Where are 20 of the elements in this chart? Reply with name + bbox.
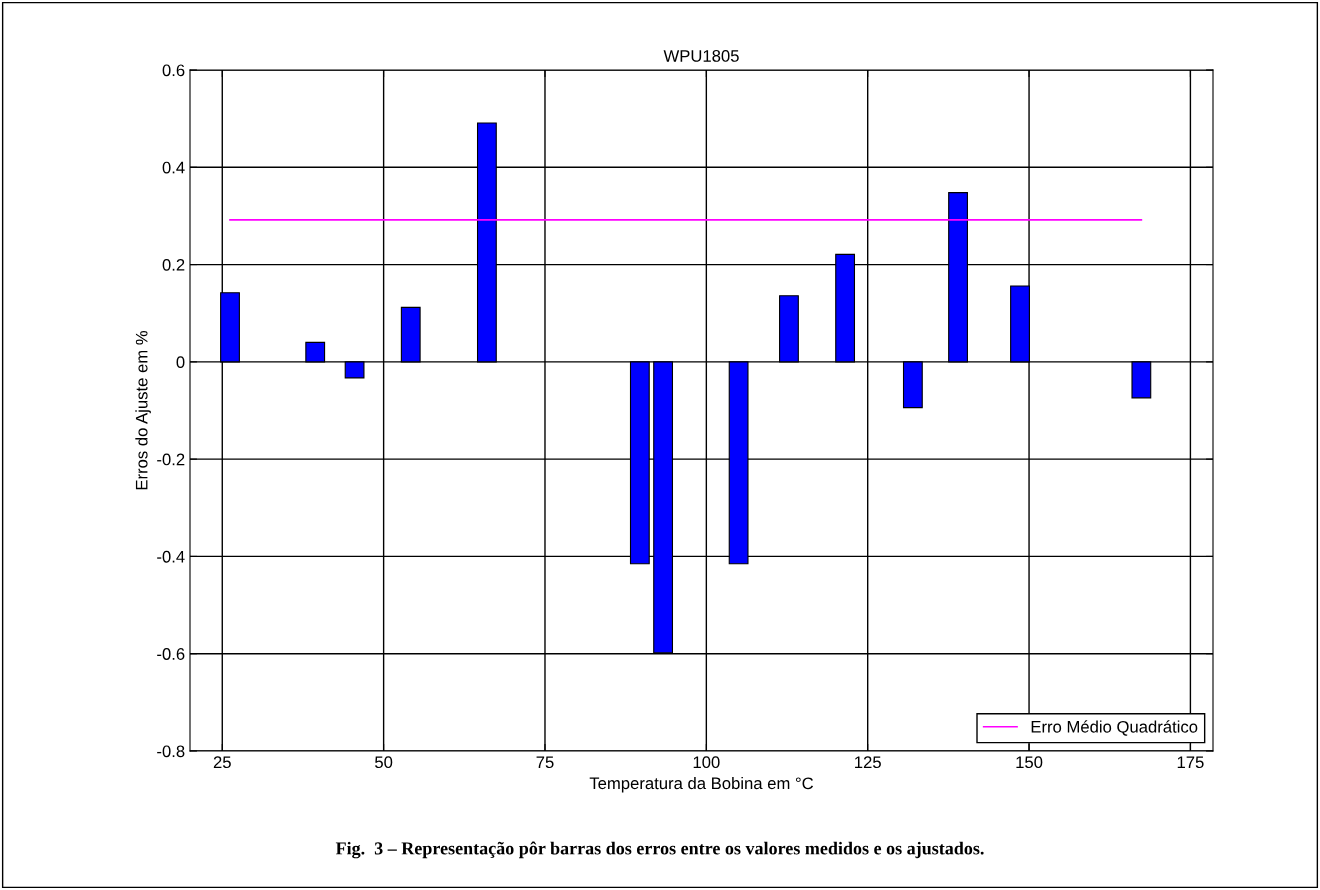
x-tick-label: 50 [375,756,393,769]
chart-title: WPU1805 [663,50,739,62]
legend-label: Erro Médio Quadrático [1031,720,1198,736]
x-tick-label: 25 [213,756,231,769]
x-tick-label: 100 [693,756,720,769]
x-tick-label: 75 [536,756,554,769]
y-tick-label: 0.2 [162,258,185,271]
x-tick-label: 150 [1016,756,1043,769]
caption: Fig. 3 – Representação pôr barras dos erros entre os valores medidos e os ajustados. [335,841,984,859]
x-axis-title: Temperatura da Bobina em °C [589,776,814,793]
y-tick-label: -0.2 [157,453,185,466]
x-tick-label: 125 [855,756,881,769]
x-tick-label: 175 [1177,756,1204,769]
y-tick-label: -0.4 [157,550,185,563]
y-tick-label: -0.6 [157,648,185,660]
y-tick-label: -0.8 [157,745,185,758]
y-tick-label: 0.4 [162,161,185,174]
y-axis-title: Erros do Ajuste em % [135,330,151,490]
y-tick-label: 0 [176,356,185,369]
y-tick-label: 0.6 [162,64,185,77]
